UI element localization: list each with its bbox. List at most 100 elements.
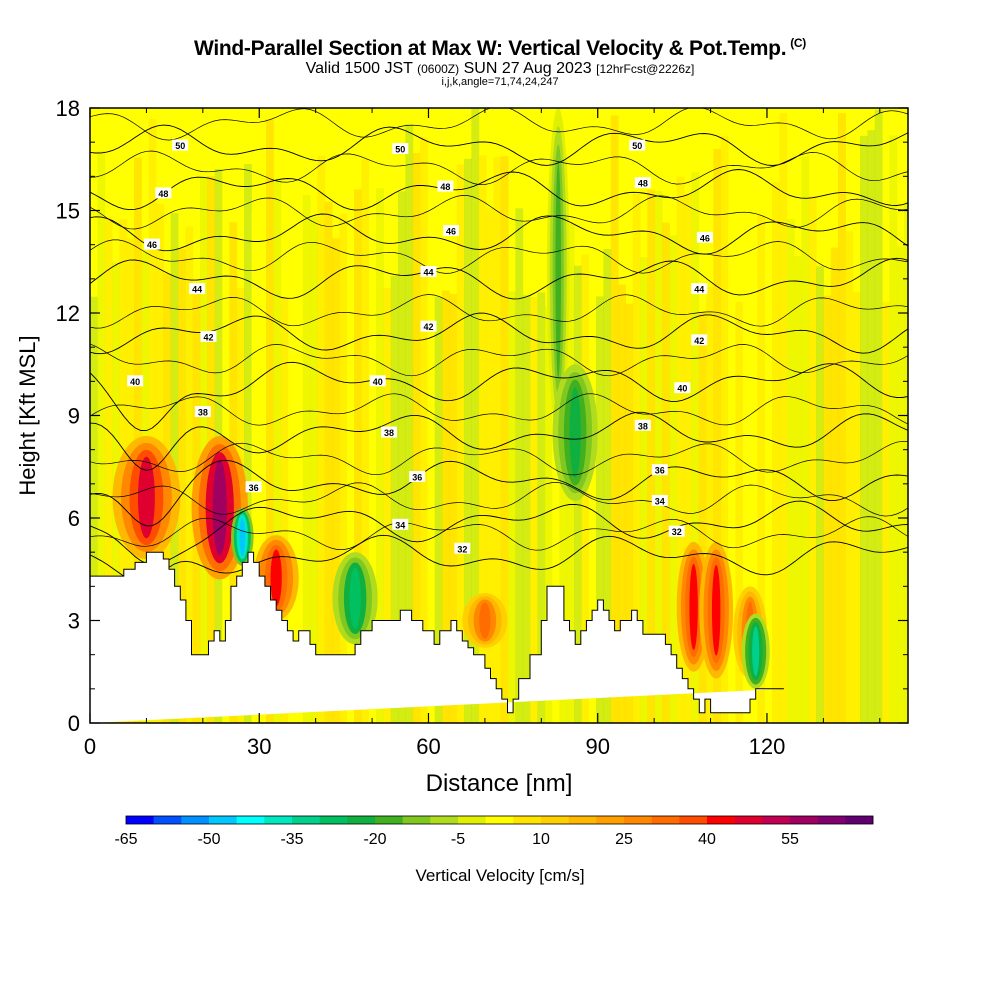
- x-axis-label: Distance [nm]: [426, 770, 573, 797]
- y-tick-label: 9: [68, 404, 80, 429]
- field-streak: [332, 238, 340, 723]
- theta-contour-minor: [90, 393, 908, 426]
- field-streak: [515, 208, 524, 723]
- x-tick-label: 60: [416, 734, 440, 759]
- forecast-info: [12hrFcst@2226z]: [596, 62, 695, 76]
- field-streak: [288, 141, 296, 723]
- contour-label: 38: [634, 419, 651, 431]
- field-streak: [258, 147, 267, 723]
- contour-label: 48: [634, 177, 651, 189]
- field-streak: [471, 108, 480, 723]
- field-streak: [478, 155, 487, 723]
- contour-label: 36: [651, 464, 668, 476]
- contour-label-text: 42: [203, 332, 213, 342]
- field-streak: [794, 256, 802, 723]
- y-tick-label: 18: [56, 96, 80, 121]
- field-streak: [434, 296, 443, 723]
- field-streak: [90, 296, 98, 723]
- field-streak: [801, 156, 810, 723]
- theta-contour-38: [90, 411, 908, 471]
- theta-contour-minor: [90, 516, 908, 551]
- colorbar-tick-label: 10: [532, 831, 550, 848]
- field-streak: [882, 301, 890, 723]
- contour-label-text: 46: [446, 227, 456, 237]
- contour-label-text: 42: [423, 322, 433, 332]
- velocity-core: [270, 549, 282, 607]
- contour-label-bg: [691, 334, 708, 346]
- theta-contour-minor: [90, 150, 908, 185]
- field-streak: [860, 135, 868, 723]
- theta-contour-minor: [90, 239, 908, 274]
- contour-label: 48: [155, 187, 172, 199]
- contour-label: 36: [245, 481, 262, 493]
- contour-label-text: 40: [677, 384, 687, 394]
- theta-contour-34: [90, 500, 908, 566]
- field-streak: [720, 135, 729, 723]
- field-streak: [456, 164, 465, 723]
- contour-label-bg: [392, 518, 409, 530]
- contour-label-bg: [189, 283, 206, 295]
- contour-label: 32: [454, 542, 471, 554]
- field-streak: [185, 226, 194, 723]
- field-streak: [676, 176, 685, 723]
- field-streak: [273, 178, 282, 723]
- contour-label-text: 40: [130, 377, 140, 387]
- contour-label-text: 44: [694, 285, 704, 295]
- contour-label-bg: [194, 406, 211, 418]
- contour-label: 46: [144, 238, 161, 250]
- velocity-core: [689, 563, 698, 650]
- field-streak: [823, 295, 832, 723]
- section-params: i,j,k,angle=71,74,24,247: [441, 76, 559, 88]
- terrain-profile: [89, 551, 784, 723]
- colorbar-swatch: [375, 816, 403, 824]
- field-streak: [317, 155, 326, 723]
- terrain-mask: [89, 551, 784, 723]
- contour-label: 50: [629, 139, 646, 151]
- colorbar-swatch: [236, 816, 265, 824]
- valid-date: SUN 27 Aug 2023: [463, 60, 592, 77]
- colorbar-tick-label: 40: [698, 831, 716, 848]
- velocity-core: [569, 387, 581, 478]
- contour-label-bg: [651, 494, 668, 506]
- field-streak: [405, 123, 414, 723]
- field-streak: [618, 284, 626, 723]
- field-streak: [904, 201, 908, 723]
- contour-label-text: 48: [158, 189, 168, 199]
- contour-label: 36: [409, 471, 426, 483]
- theta-contour-minor: [90, 108, 908, 141]
- field-streak: [339, 213, 348, 723]
- theta-contour-40: [90, 361, 908, 432]
- contour-label: 50: [392, 143, 409, 155]
- velocity-core: [137, 456, 155, 539]
- contour-label: 40: [674, 382, 691, 394]
- colorbar-swatch: [845, 816, 874, 824]
- contour-label-bg: [200, 330, 217, 342]
- contour-label: 34: [651, 494, 668, 506]
- field-streak: [779, 113, 788, 723]
- field-streak: [632, 194, 641, 723]
- contour-label: 38: [380, 426, 397, 438]
- contour-label-text: 44: [423, 268, 433, 278]
- field-streak: [522, 295, 531, 723]
- theta-contour-44: [90, 257, 908, 300]
- contour-label: 44: [420, 266, 437, 278]
- y-tick-label: 15: [56, 199, 80, 224]
- x-tick-label: 120: [749, 734, 786, 759]
- contour-label-text: 40: [373, 377, 383, 387]
- contour-label-bg: [172, 139, 189, 151]
- colorbar-swatch: [264, 816, 293, 824]
- x-tick-label: 90: [585, 734, 609, 759]
- contour-label-bg: [155, 187, 172, 199]
- colorbar-tick-label: 55: [781, 831, 799, 848]
- contour-label: 32: [668, 525, 685, 537]
- theta-contour-46: [90, 213, 908, 255]
- field-streak: [302, 194, 311, 723]
- contour-label: 44: [189, 283, 206, 295]
- field-streak: [596, 296, 604, 723]
- contour-label-text: 38: [384, 428, 394, 438]
- contour-label-text: 48: [440, 182, 450, 192]
- contour-label-bg: [443, 225, 460, 236]
- colorbar-swatch: [181, 816, 210, 824]
- field-streak: [148, 119, 157, 723]
- field-streak: [324, 201, 333, 723]
